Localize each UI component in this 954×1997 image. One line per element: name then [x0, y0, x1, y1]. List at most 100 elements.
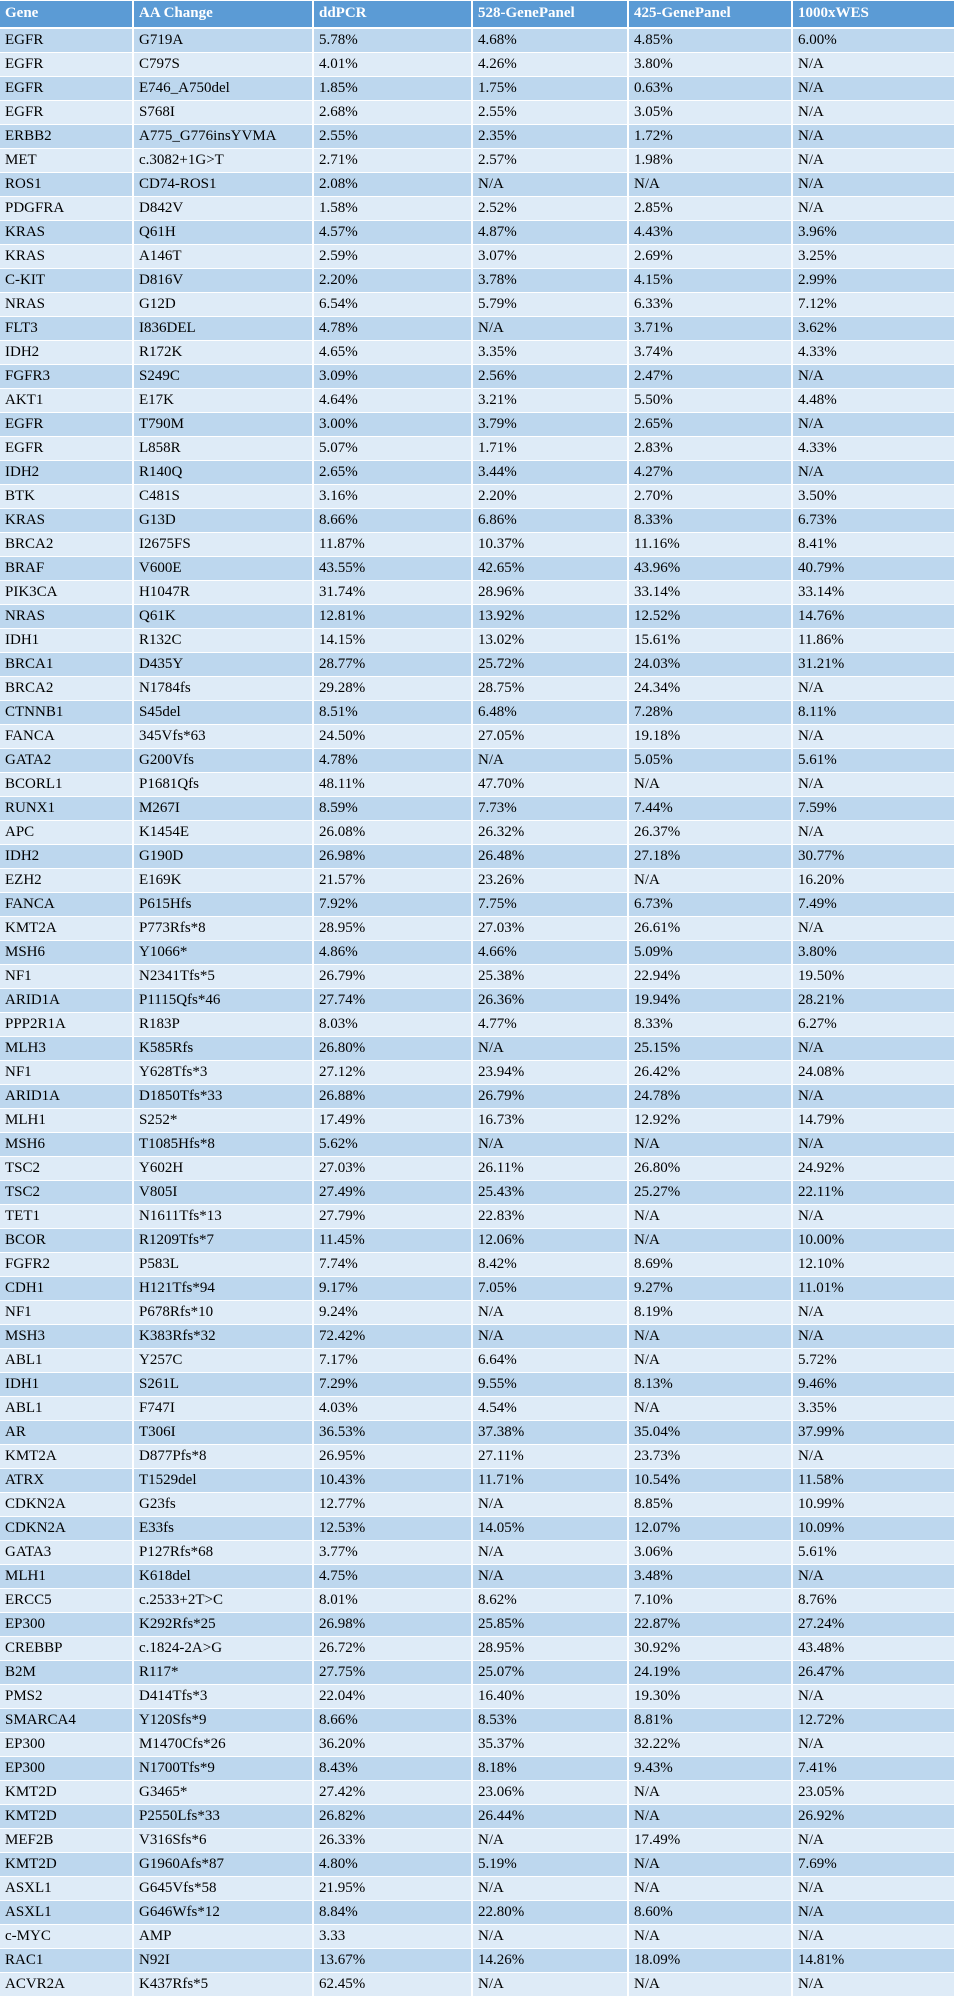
cell-528-genepanel: N/A — [471, 1492, 628, 1517]
cell-ddpcr: 48.11% — [312, 772, 472, 797]
cell-528-genepanel: 23.06% — [471, 1780, 628, 1805]
cell-ddpcr: 27.42% — [312, 1780, 472, 1805]
cell-gene: RUNX1 — [0, 796, 133, 821]
cell-425-genepanel: 8.81% — [627, 1708, 792, 1733]
cell-528-genepanel: 16.73% — [471, 1108, 628, 1133]
cell-ddpcr: 3.77% — [312, 1540, 472, 1565]
cell-aa-change: G190D — [132, 844, 313, 869]
cell-gene: ACVR2A — [0, 1972, 133, 1996]
cell-1000xwes: N/A — [791, 1972, 954, 1996]
table-row: ARID1A D1850Tfs*33 26.88% 26.79% 24.78% N/A — [0, 1084, 954, 1109]
table-row: FGFR2 P583L 7.74% 8.42% 8.69% 12.10% — [0, 1252, 954, 1277]
cell-aa-change: S768I — [132, 100, 313, 125]
cell-425-genepanel: 26.42% — [627, 1060, 792, 1085]
cell-aa-change: V600E — [132, 556, 313, 581]
cell-aa-change: Y257C — [132, 1348, 313, 1373]
cell-gene: ERCC5 — [0, 1588, 133, 1613]
cell-aa-change: R132C — [132, 628, 313, 653]
cell-ddpcr: 5.62% — [312, 1132, 472, 1157]
cell-528-genepanel: 16.40% — [471, 1684, 628, 1709]
cell-ddpcr: 4.78% — [312, 316, 472, 341]
cell-425-genepanel: 11.16% — [627, 532, 792, 557]
cell-1000xwes: 33.14% — [791, 580, 954, 605]
cell-gene: BTK — [0, 484, 133, 509]
cell-1000xwes: 4.33% — [791, 436, 954, 461]
table-row: RAC1 N92I 13.67% 14.26% 18.09% 14.81% — [0, 1948, 954, 1973]
cell-528-genepanel: 28.95% — [471, 1636, 628, 1661]
cell-425-genepanel: 26.80% — [627, 1156, 792, 1181]
table-row: KMT2D G3465* 27.42% 23.06% N/A 23.05% — [0, 1780, 954, 1805]
cell-1000xwes: N/A — [791, 1924, 954, 1949]
cell-425-genepanel: 18.09% — [627, 1948, 792, 1973]
cell-425-genepanel: N/A — [627, 1204, 792, 1229]
cell-ddpcr: 13.67% — [312, 1948, 472, 1973]
cell-aa-change: F747I — [132, 1396, 313, 1421]
cell-528-genepanel: 11.71% — [471, 1468, 628, 1493]
cell-1000xwes: N/A — [791, 76, 954, 101]
cell-gene: ARID1A — [0, 1084, 133, 1109]
cell-gene: APC — [0, 820, 133, 845]
cell-425-genepanel: 5.50% — [627, 388, 792, 413]
cell-gene: CDKN2A — [0, 1516, 133, 1541]
cell-1000xwes: N/A — [791, 1876, 954, 1901]
cell-aa-change: T790M — [132, 412, 313, 437]
cell-1000xwes: 14.81% — [791, 1948, 954, 1973]
cell-528-genepanel: 25.43% — [471, 1180, 628, 1205]
cell-gene: FANCA — [0, 724, 133, 749]
cell-gene: SMARCA4 — [0, 1708, 133, 1733]
table-row: FANCA 345Vfs*63 24.50% 27.05% 19.18% N/A — [0, 724, 954, 749]
cell-gene: NF1 — [0, 1060, 133, 1085]
cell-425-genepanel: 1.72% — [627, 124, 792, 149]
cell-425-genepanel: 7.10% — [627, 1588, 792, 1613]
cell-gene: FLT3 — [0, 316, 133, 341]
cell-aa-change: D816V — [132, 268, 313, 293]
cell-528-genepanel: 2.57% — [471, 148, 628, 173]
cell-528-genepanel: 4.26% — [471, 52, 628, 77]
cell-gene: ERBB2 — [0, 124, 133, 149]
cell-425-genepanel: 3.80% — [627, 52, 792, 77]
cell-425-genepanel: 19.94% — [627, 988, 792, 1013]
cell-gene: BRCA2 — [0, 676, 133, 701]
cell-gene: C-KIT — [0, 268, 133, 293]
cell-ddpcr: 3.33 — [312, 1924, 472, 1949]
table-row: IDH2 G190D 26.98% 26.48% 27.18% 30.77% — [0, 844, 954, 869]
cell-aa-change: Y602H — [132, 1156, 313, 1181]
table-row: EGFR L858R 5.07% 1.71% 2.83% 4.33% — [0, 436, 954, 461]
cell-gene: RAC1 — [0, 1948, 133, 1973]
cell-1000xwes: 6.73% — [791, 508, 954, 533]
cell-aa-change: Q61H — [132, 220, 313, 245]
cell-aa-change: G13D — [132, 508, 313, 533]
cell-425-genepanel: N/A — [627, 1324, 792, 1349]
cell-528-genepanel: N/A — [471, 1036, 628, 1061]
cell-528-genepanel: 7.05% — [471, 1276, 628, 1301]
cell-528-genepanel: 9.55% — [471, 1372, 628, 1397]
cell-528-genepanel: 8.42% — [471, 1252, 628, 1277]
cell-528-genepanel: 2.56% — [471, 364, 628, 389]
cell-gene: B2M — [0, 1660, 133, 1685]
cell-425-genepanel: N/A — [627, 172, 792, 197]
cell-ddpcr: 12.53% — [312, 1516, 472, 1541]
cell-528-genepanel: 6.86% — [471, 508, 628, 533]
table-row: SMARCA4 Y120Sfs*9 8.66% 8.53% 8.81% 12.72% — [0, 1708, 954, 1733]
cell-aa-change: CD74-ROS1 — [132, 172, 313, 197]
cell-aa-change: C481S — [132, 484, 313, 509]
cell-ddpcr: 7.74% — [312, 1252, 472, 1277]
cell-gene: NF1 — [0, 1300, 133, 1325]
cell-425-genepanel: 9.43% — [627, 1756, 792, 1781]
cell-aa-change: G200Vfs — [132, 748, 313, 773]
cell-aa-change: Y628Tfs*3 — [132, 1060, 313, 1085]
cell-gene: KMT2D — [0, 1780, 133, 1805]
cell-425-genepanel: 26.61% — [627, 916, 792, 941]
cell-aa-change: A146T — [132, 244, 313, 269]
column-header-425-genepanel: 425-GenePanel — [627, 0, 792, 29]
cell-1000xwes: 4.33% — [791, 340, 954, 365]
cell-425-genepanel: 12.07% — [627, 1516, 792, 1541]
cell-1000xwes: N/A — [791, 1444, 954, 1469]
cell-aa-change: H121Tfs*94 — [132, 1276, 313, 1301]
cell-aa-change: P2550Lfs*33 — [132, 1804, 313, 1829]
cell-ddpcr: 2.55% — [312, 124, 472, 149]
cell-gene: FANCA — [0, 892, 133, 917]
cell-gene: EGFR — [0, 52, 133, 77]
